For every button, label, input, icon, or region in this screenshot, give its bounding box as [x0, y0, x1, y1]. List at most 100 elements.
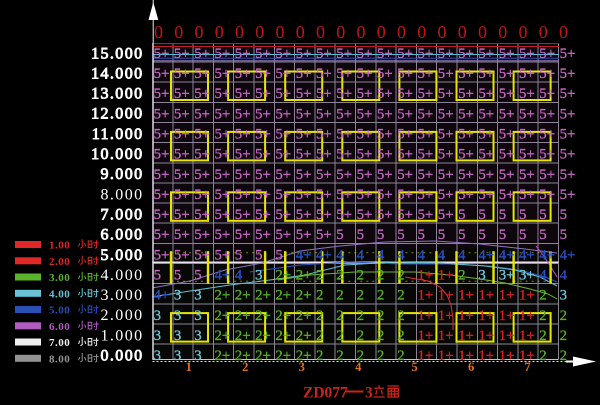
svg-text:5+: 5+	[438, 66, 454, 82]
svg-text:5+: 5+	[174, 127, 190, 143]
svg-text:1+: 1+	[519, 348, 535, 364]
svg-text:4+: 4+	[478, 247, 494, 263]
svg-text:1+: 1+	[458, 328, 474, 344]
svg-text:5+: 5+	[275, 127, 291, 143]
svg-text:3: 3	[194, 308, 201, 324]
svg-text:2: 2	[539, 308, 546, 324]
svg-text:5+: 5+	[275, 207, 291, 223]
svg-text:0: 0	[255, 22, 264, 42]
svg-text:5+: 5+	[519, 127, 535, 143]
svg-text:5: 5	[411, 360, 417, 374]
svg-text:8.000: 8.000	[101, 186, 144, 203]
svg-text:4+: 4+	[499, 247, 515, 263]
svg-text:5+: 5+	[438, 127, 454, 143]
svg-text:5+: 5+	[255, 167, 271, 183]
svg-text:5+: 5+	[560, 46, 576, 62]
svg-text:5+: 5+	[316, 167, 332, 183]
svg-text:5+: 5+	[478, 106, 494, 122]
svg-text:0: 0	[498, 22, 507, 42]
svg-text:5+: 5+	[377, 66, 393, 82]
svg-text:4+: 4+	[519, 247, 535, 263]
svg-text:5+: 5+	[174, 66, 190, 82]
svg-text:5+: 5+	[275, 46, 291, 62]
svg-text:2: 2	[357, 288, 364, 304]
svg-text:0: 0	[397, 22, 406, 42]
svg-text:5+: 5+	[215, 187, 231, 203]
svg-text:5+: 5+	[377, 86, 393, 102]
svg-text:5+: 5+	[275, 106, 291, 122]
svg-text:5+: 5+	[438, 207, 454, 223]
svg-text:1+: 1+	[499, 288, 515, 304]
svg-text:5+: 5+	[275, 147, 291, 163]
svg-text:7.000: 7.000	[101, 207, 144, 224]
svg-text:2+: 2+	[235, 348, 251, 364]
svg-text:5+: 5+	[235, 127, 251, 143]
svg-text:1+: 1+	[478, 348, 494, 364]
svg-text:5+: 5+	[357, 106, 373, 122]
svg-text:4: 4	[357, 247, 365, 263]
svg-text:5+: 5+	[397, 127, 413, 143]
svg-text:5+: 5+	[255, 187, 271, 203]
svg-text:2+: 2+	[215, 328, 231, 344]
svg-text:5+: 5+	[154, 207, 170, 223]
svg-text:5+: 5+	[235, 147, 251, 163]
svg-text:13.000: 13.000	[91, 86, 143, 103]
svg-text:5+: 5+	[336, 207, 352, 223]
svg-text:5+: 5+	[275, 167, 291, 183]
svg-text:5: 5	[519, 207, 526, 223]
svg-text:5+: 5+	[519, 46, 535, 62]
svg-text:5+: 5+	[255, 227, 271, 243]
svg-text:5+: 5+	[377, 147, 393, 163]
svg-text:1+: 1+	[438, 268, 454, 284]
svg-text:5+: 5+	[154, 86, 170, 102]
svg-text:5+: 5+	[336, 46, 352, 62]
svg-text:2: 2	[336, 328, 343, 344]
svg-text:5+: 5+	[418, 106, 434, 122]
svg-text:5+: 5+	[275, 227, 291, 243]
svg-text:5+: 5+	[357, 207, 373, 223]
svg-text:ZD077: ZD077	[303, 385, 348, 402]
svg-text:5+: 5+	[499, 127, 515, 143]
svg-text:5+: 5+	[174, 86, 190, 102]
svg-text:0: 0	[215, 22, 224, 42]
svg-text:5+: 5+	[539, 86, 555, 102]
svg-text:2+: 2+	[275, 308, 291, 324]
svg-text:2: 2	[397, 308, 404, 324]
svg-text:5+: 5+	[377, 106, 393, 122]
svg-text:5+: 5+	[296, 106, 312, 122]
svg-text:2: 2	[316, 288, 323, 304]
svg-text:2: 2	[539, 288, 546, 304]
svg-text:1+: 1+	[478, 288, 494, 304]
svg-text:3: 3	[154, 328, 161, 344]
svg-text:5+: 5+	[560, 106, 576, 122]
svg-text:2: 2	[316, 308, 323, 324]
svg-text:2: 2	[397, 288, 404, 304]
svg-text:9.000: 9.000	[101, 166, 144, 183]
svg-text:5+: 5+	[519, 147, 535, 163]
svg-text:5: 5	[154, 268, 161, 284]
svg-text:5+: 5+	[235, 227, 251, 243]
svg-text:5+: 5+	[215, 227, 231, 243]
svg-text:6.000: 6.000	[101, 227, 144, 244]
svg-text:5+: 5+	[519, 187, 535, 203]
svg-text:2: 2	[242, 360, 248, 374]
svg-text:5+: 5+	[499, 66, 515, 82]
svg-text:5+: 5+	[560, 127, 576, 143]
svg-text:0.000: 0.000	[101, 348, 144, 365]
svg-text:1+: 1+	[458, 348, 474, 364]
svg-text:5+: 5+	[418, 167, 434, 183]
svg-text:5+: 5+	[458, 86, 474, 102]
svg-text:5+: 5+	[296, 207, 312, 223]
svg-text:5+: 5+	[255, 207, 271, 223]
svg-text:5+: 5+	[539, 127, 555, 143]
svg-text:5+: 5+	[560, 167, 576, 183]
svg-text:5+: 5+	[458, 187, 474, 203]
svg-text:1+: 1+	[499, 308, 515, 324]
svg-text:5+: 5+	[215, 66, 231, 82]
svg-text:5+: 5+	[458, 66, 474, 82]
svg-text:5+: 5+	[154, 147, 170, 163]
svg-text:5+: 5+	[377, 187, 393, 203]
svg-text:5+: 5+	[194, 127, 210, 143]
svg-text:2: 2	[560, 328, 567, 344]
svg-text:5+: 5+	[438, 187, 454, 203]
